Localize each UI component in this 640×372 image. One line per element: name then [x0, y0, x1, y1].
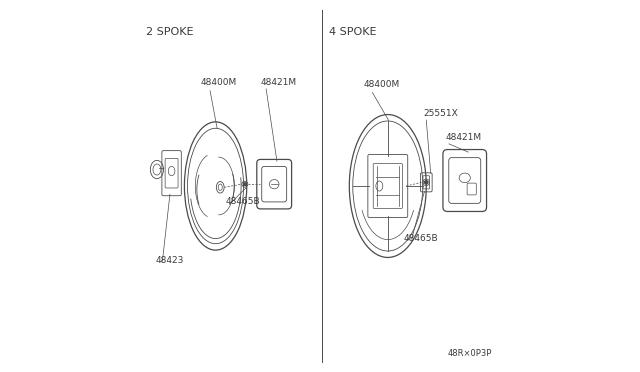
- Text: 48421M: 48421M: [260, 78, 297, 87]
- Circle shape: [244, 183, 246, 185]
- Text: 25551X: 25551X: [423, 109, 458, 118]
- Text: 48421M: 48421M: [445, 133, 481, 142]
- Circle shape: [424, 181, 428, 184]
- Text: 48400M: 48400M: [364, 80, 399, 89]
- Text: 2 SPOKE: 2 SPOKE: [146, 26, 193, 36]
- Text: 4 SPOKE: 4 SPOKE: [329, 26, 377, 36]
- Text: 48465B: 48465B: [404, 234, 438, 243]
- Text: 48423: 48423: [156, 256, 184, 265]
- Text: 48400M: 48400M: [201, 78, 237, 87]
- Text: 48R×0P3P: 48R×0P3P: [448, 349, 492, 358]
- Text: 48465B: 48465B: [226, 197, 260, 206]
